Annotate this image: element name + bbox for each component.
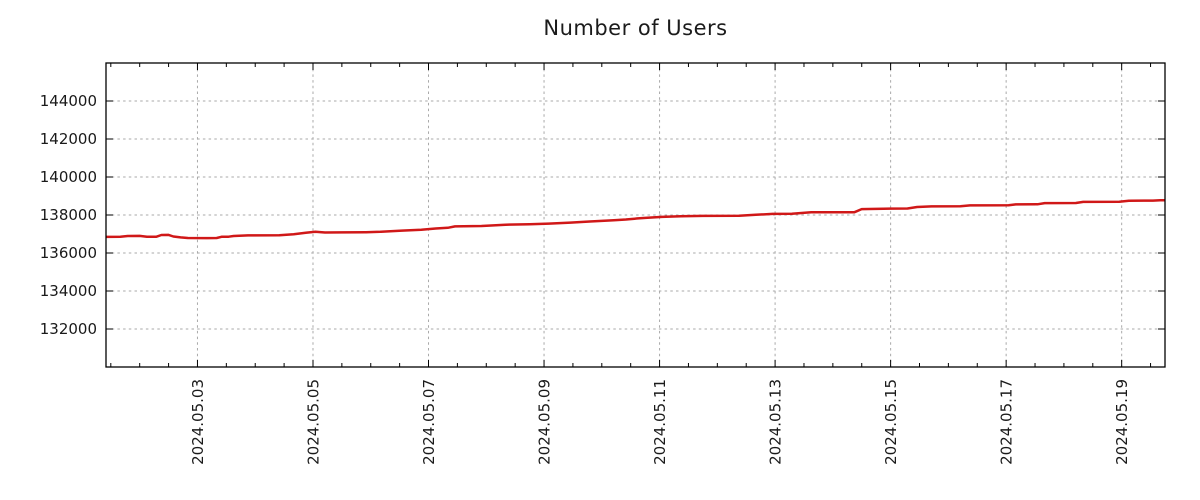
x-tick-label: 2024.05.19	[1113, 379, 1131, 465]
y-tick-label: 142000	[40, 130, 97, 148]
y-tick-label: 138000	[40, 206, 97, 224]
x-tick-label: 2024.05.13	[767, 379, 785, 465]
grid-lines	[106, 63, 1165, 367]
x-tick-label: 2024.05.17	[998, 379, 1016, 465]
y-tick-label: 132000	[40, 320, 97, 338]
y-tick-label: 134000	[40, 282, 97, 300]
axis-ticks	[106, 63, 1165, 367]
x-tick-label: 2024.05.07	[420, 379, 438, 465]
x-tick-label: 2024.05.05	[304, 379, 322, 465]
x-tick-label: 2024.05.11	[651, 379, 669, 465]
series-line-users	[105, 198, 1166, 240]
y-axis-labels: 132000 134000 136000 138000 140000 142000 1440…	[40, 92, 97, 338]
x-tick-label: 2024.05.09	[536, 379, 554, 465]
y-tick-label: 144000	[40, 92, 97, 110]
y-tick-label: 140000	[40, 168, 97, 186]
plot-border	[105, 62, 1166, 368]
chart-title: Number of Users	[543, 16, 728, 40]
x-axis-labels: 2024.05.03 2024.05.05 2024.05.07 2024.05.09…	[189, 379, 1131, 465]
x-tick-label: 2024.05.15	[882, 379, 900, 465]
x-tick-label: 2024.05.03	[189, 379, 207, 465]
y-tick-label: 136000	[40, 244, 97, 262]
